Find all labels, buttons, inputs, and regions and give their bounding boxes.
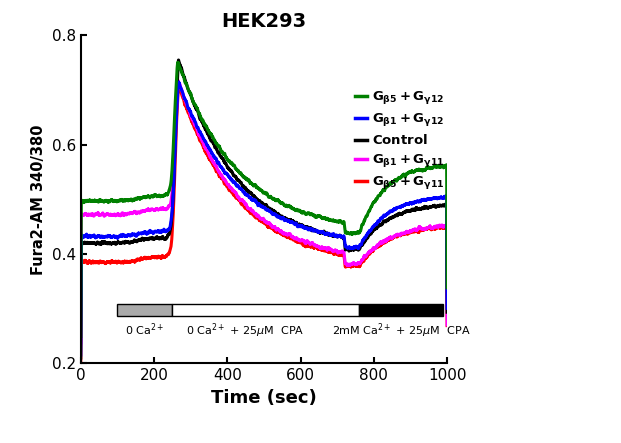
Title: HEK293: HEK293	[221, 12, 307, 31]
Bar	[359, 304, 443, 316]
Y-axis label: Fura2-AM 340/380: Fura2-AM 340/380	[31, 124, 46, 275]
Text: 0 Ca$^{2+}$ + 25$\mu$M  CPA: 0 Ca$^{2+}$ + 25$\mu$M CPA	[186, 321, 305, 340]
Bar	[117, 304, 172, 316]
Text: 2mM Ca$^{2+}$ + 25$\mu$M  CPA: 2mM Ca$^{2+}$ + 25$\mu$M CPA	[332, 321, 471, 340]
Text: 0 Ca$^{2+}$: 0 Ca$^{2+}$	[125, 321, 165, 338]
Bar	[172, 304, 359, 316]
Legend: $\mathbf{G_{\beta5} + G_{\gamma12}}$, $\mathbf{G_{\beta1} + G_{\gamma12}}$, $\ma: $\mathbf{G_{\beta5} + G_{\gamma12}}$, $\…	[355, 89, 444, 191]
X-axis label: Time (sec): Time (sec)	[211, 389, 317, 407]
